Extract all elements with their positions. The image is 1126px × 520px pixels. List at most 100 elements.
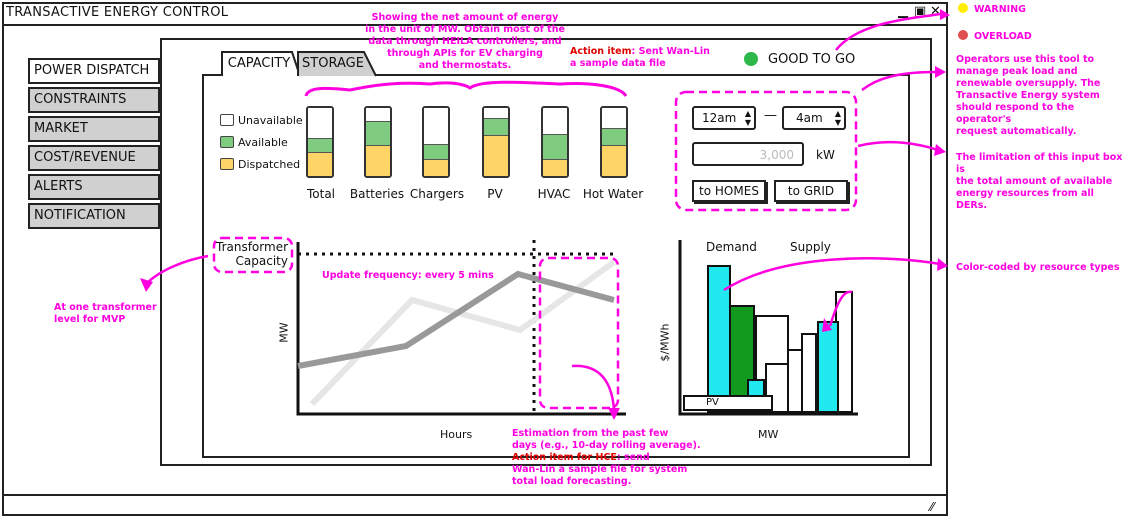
- supply-label: Supply: [790, 240, 831, 254]
- capacity-bar-hvac: [541, 106, 569, 178]
- stepper-icon[interactable]: ▲ ▼: [744, 109, 751, 127]
- transformer-capacity-label-line2: Capacity: [235, 254, 288, 268]
- capacity-segment-available: [484, 117, 508, 136]
- to-homes-button[interactable]: to HOMES: [692, 180, 766, 202]
- resize-grip-icon[interactable]: ⁄⁄: [930, 500, 935, 514]
- note-limitation: The limitation of this input box is the …: [956, 152, 1126, 212]
- capacity-bar-label: Hot Water: [582, 187, 644, 201]
- amount-input[interactable]: 3,000: [692, 142, 804, 166]
- demand-label: Demand: [706, 240, 757, 254]
- end-time-select[interactable]: 4am ▲ ▼: [782, 106, 846, 130]
- capacity-segment-available: [308, 137, 332, 152]
- overload-label: OVERLOAD: [974, 31, 1032, 42]
- window-title: TRANSACTIVE ENERGY CONTROL: [6, 5, 229, 20]
- transformer-ylabel: MW: [277, 322, 291, 343]
- status-bar-divider: [4, 494, 946, 496]
- note-line: renewable oversupply. The: [956, 78, 1101, 89]
- sidebar-item-constraints[interactable]: CONSTRAINTS: [28, 87, 160, 113]
- capacity-segment-unavailable: [366, 108, 390, 122]
- amount-placeholder: 3,000: [759, 148, 794, 162]
- capacity-segment-dispatched: [366, 145, 390, 176]
- legend-swatch-unavailable: [220, 114, 234, 126]
- capacity-segment-dispatched: [308, 151, 332, 176]
- capacity-bar-label: HVAC: [537, 187, 571, 201]
- note-line: Showing the net amount of energy: [371, 12, 559, 23]
- warning-label: WARNING: [974, 4, 1026, 15]
- transformer-capacity-label: Transformer Capacity: [216, 240, 288, 268]
- note-estimation: Estimation from the past few days (e.g.,…: [512, 428, 701, 488]
- capacity-bar-batteries: [364, 106, 392, 178]
- capacity-bar-label: Chargers: [409, 187, 465, 201]
- note-line: and thermostats.: [418, 60, 512, 71]
- legend-label-unavailable: Unavailable: [238, 114, 303, 127]
- note-line: : Sent Wan-Lin: [631, 46, 710, 57]
- title-bar: [4, 4, 946, 26]
- note-line: through APIs for EV charging: [387, 48, 543, 59]
- transformer-capacity-label-line1: Transformer: [216, 240, 289, 254]
- capacity-segment-unavailable: [484, 108, 508, 118]
- end-time-value: 4am: [796, 111, 823, 125]
- capacity-bar-label: PV: [487, 187, 503, 201]
- legend-label-available: Available: [238, 136, 288, 149]
- note-action-item: Action item: Sent Wan-Lin a sample data …: [570, 46, 710, 70]
- note-color-coded: Color-coded by resource types: [956, 262, 1120, 273]
- capacity-bar-label: Batteries: [349, 187, 405, 201]
- overload-dot: [958, 30, 968, 40]
- warning-dot: [958, 3, 968, 13]
- capacity-segment-available: [602, 127, 626, 146]
- note-line: a sample data file: [570, 58, 666, 69]
- note-line: the total amount of available: [956, 176, 1113, 187]
- capacity-segment-unavailable: [308, 108, 332, 138]
- main-panel: [160, 38, 932, 466]
- capacity-bar-hot-water: [600, 106, 628, 178]
- capacity-content: [202, 74, 910, 458]
- transformer-xlabel: Hours: [440, 428, 473, 441]
- time-separator: —: [764, 108, 777, 123]
- note-line: in the unit of MW. Obtain most of the: [365, 24, 565, 35]
- close-icon[interactable]: ✕: [930, 4, 941, 19]
- capacity-segment-dispatched: [543, 158, 567, 176]
- price-ylabel: $/MWh: [658, 323, 672, 362]
- sidebar-item-market[interactable]: MARKET: [28, 116, 160, 142]
- sidebar-item-notification[interactable]: NOTIFICATION: [28, 203, 160, 229]
- note-line: Transactive Energy system: [956, 90, 1100, 101]
- start-time-value: 12am: [702, 111, 737, 125]
- price-xlabel: MW: [758, 428, 779, 441]
- note-line: At one transformer: [54, 302, 157, 313]
- start-time-select[interactable]: 12am ▲ ▼: [692, 106, 756, 130]
- note-update-frequency: Update frequency: every 5 mins: [322, 270, 494, 281]
- note-line: Estimation from the past few: [512, 428, 669, 439]
- tab-capacity[interactable]: CAPACITY: [227, 56, 291, 71]
- note-line: data through HEILA controllers, and: [368, 36, 562, 47]
- note-line: Wan-Lin a sample file for system: [512, 464, 688, 475]
- status-label: GOOD TO GO: [768, 52, 856, 67]
- capacity-segment-dispatched: [484, 135, 508, 176]
- note-line: level for MVP: [54, 314, 126, 325]
- capacity-segment-available: [366, 121, 390, 146]
- sidebar-item-power-dispatch[interactable]: POWER DISPATCH: [28, 58, 160, 84]
- capacity-segment-dispatched: [424, 158, 448, 176]
- note-line: Operators use this tool to: [956, 54, 1095, 65]
- note-line: total load forecasting.: [512, 476, 632, 487]
- action-item-label: Action item: [570, 46, 632, 57]
- capacity-bar-label: Total: [306, 187, 336, 201]
- sidebar-item-alerts[interactable]: ALERTS: [28, 174, 160, 200]
- legend-swatch-dispatched: [220, 158, 234, 170]
- capacity-bar-chargers: [422, 106, 450, 178]
- capacity-bar-total: [306, 106, 334, 178]
- tab-storage[interactable]: STORAGE: [302, 56, 364, 71]
- pv-label: PV: [706, 397, 719, 408]
- hce-action-label: Action item for HCE: [512, 452, 617, 463]
- capacity-segment-dispatched: [602, 145, 626, 176]
- note-line: request automatically.: [956, 126, 1077, 137]
- amount-unit: kW: [816, 148, 835, 162]
- stepper-icon[interactable]: ▲ ▼: [834, 109, 841, 127]
- note-operators: Operators use this tool to manage peak l…: [956, 54, 1126, 138]
- to-grid-button[interactable]: to GRID: [774, 180, 848, 202]
- capacity-segment-unavailable: [602, 108, 626, 128]
- note-line: days (e.g., 10-day rolling average).: [512, 440, 701, 451]
- sidebar-item-cost-revenue[interactable]: COST/REVENUE: [28, 145, 160, 171]
- note-line: manage peak load and: [956, 66, 1078, 77]
- minimize-icon[interactable]: ▁: [898, 4, 908, 19]
